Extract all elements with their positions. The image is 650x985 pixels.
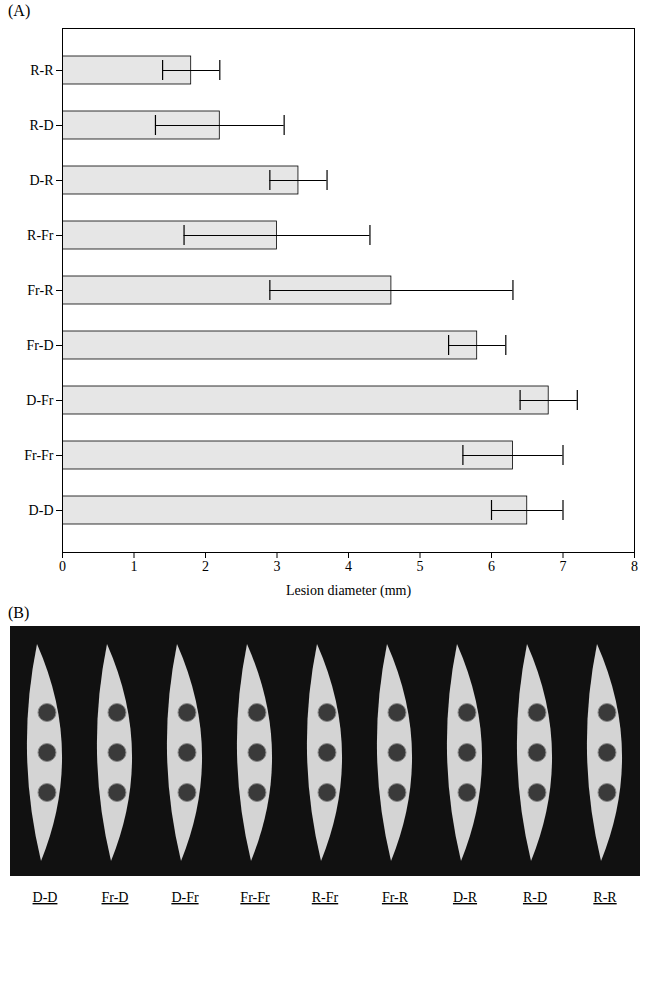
svg-text:D-D: D-D — [29, 503, 54, 518]
svg-text:5: 5 — [417, 559, 424, 574]
svg-text:8: 8 — [631, 559, 638, 574]
svg-text:0: 0 — [59, 559, 66, 574]
svg-text:3: 3 — [274, 559, 281, 574]
html-text:(A): (A) — [8, 2, 31, 19]
svg-text:Fr-Fr: Fr-Fr — [240, 890, 270, 905]
svg-text:7: 7 — [560, 559, 567, 574]
svg-text:6: 6 — [488, 559, 495, 574]
svg-text:D-R: D-R — [29, 173, 54, 188]
svg-text:D-D: D-D — [33, 890, 58, 905]
svg-text:Fr-D: Fr-D — [102, 890, 129, 905]
svg-text:2: 2 — [202, 559, 209, 574]
html-text:(B): (B) — [8, 604, 30, 621]
svg-text:1: 1 — [131, 559, 138, 574]
svg-text:D-Fr: D-Fr — [26, 393, 54, 408]
svg-text:R-R: R-R — [593, 890, 617, 905]
svg-text:Fr-R: Fr-R — [27, 283, 54, 298]
svg-text:R-Fr: R-Fr — [312, 890, 339, 905]
svg-text:Fr-D: Fr-D — [27, 338, 54, 353]
svg-text:R-D: R-D — [29, 118, 53, 133]
svg-text:R-R: R-R — [30, 63, 54, 78]
svg-text:Fr-R: Fr-R — [382, 890, 409, 905]
svg-text:Fr-Fr: Fr-Fr — [24, 448, 54, 463]
svg-text:4: 4 — [345, 559, 352, 574]
svg-text:Lesion diameter (mm): Lesion diameter (mm) — [286, 583, 412, 599]
svg-text:D-R: D-R — [453, 890, 478, 905]
svg-text:R-Fr: R-Fr — [27, 228, 54, 243]
svg-text:R-D: R-D — [523, 890, 547, 905]
svg-text:D-Fr: D-Fr — [171, 890, 199, 905]
